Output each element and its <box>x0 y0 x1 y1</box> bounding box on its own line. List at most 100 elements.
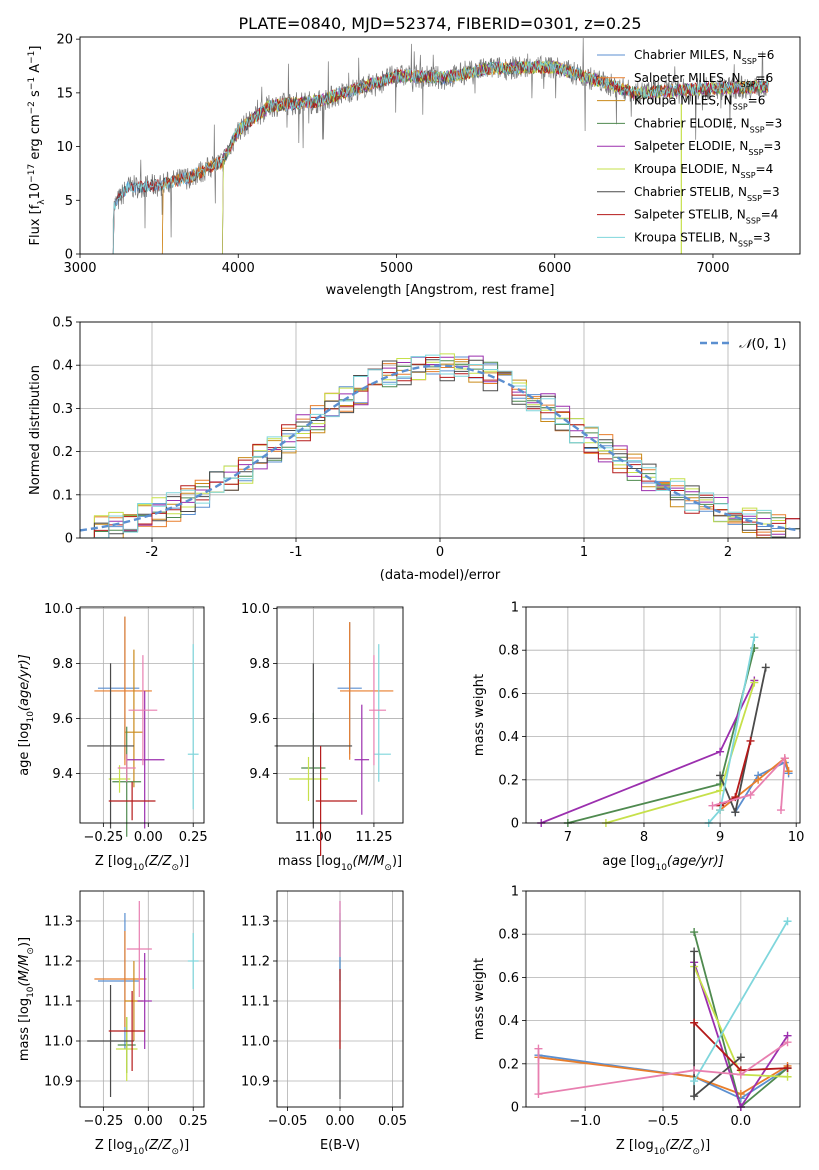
legend-name: Chabrier STELIB, N <box>634 185 747 199</box>
legend-entry: 𝒩(0, 1) <box>739 337 786 352</box>
x-tick-label: −0.25 <box>83 1114 123 1129</box>
weight-marker <box>534 1090 543 1099</box>
x-axis-label-part: (M/M <box>353 854 385 869</box>
y-tick-label: 15 <box>56 86 73 101</box>
y-axis-label-part: −2 <box>27 101 37 114</box>
x-tick-label: 1 <box>580 545 588 560</box>
x-axis-label-part: 10 <box>655 863 667 873</box>
y-tick-label: 0.6 <box>498 687 519 702</box>
legend-name: Salpeter ELODIE, N <box>634 139 748 153</box>
x-axis-label-part: )] <box>179 854 189 869</box>
y-axis-label: Normed distribution <box>28 365 43 495</box>
x-tick-label: 10 <box>788 830 805 845</box>
y-axis-label-part: (age/yr)] <box>17 654 32 711</box>
weight-series-line <box>567 647 756 823</box>
y-tick-label: 0 <box>65 248 73 263</box>
y-tick-label: 10.0 <box>241 602 270 617</box>
x-axis-label-part: (Z/Z <box>144 854 172 869</box>
legend-entry: Chabrier ELODIE, NSSP=3 <box>634 116 782 133</box>
y-tick-label: 0.8 <box>498 644 519 659</box>
x-tick-label: 5000 <box>380 261 413 276</box>
legend-entry: Kroupa STELIB, NSSP=3 <box>634 230 771 248</box>
y-tick-label: 0 <box>511 1101 519 1116</box>
y-tick-label: 0.4 <box>52 359 73 374</box>
legend-suffix: =3 <box>762 185 780 199</box>
axes-frame <box>79 321 801 539</box>
x-tick-label: 11.25 <box>355 830 392 845</box>
legend-suffix: =4 <box>756 162 774 176</box>
model-spectrum-line <box>112 60 769 254</box>
x-tick-label: 6000 <box>538 261 571 276</box>
x-tick-label: -2 <box>146 545 159 560</box>
y-tick-label: 5 <box>65 194 73 209</box>
y-tick-label: 0.2 <box>52 445 73 460</box>
legend-name: Kroupa ELODIE, N <box>634 162 741 176</box>
weight-marker <box>783 1038 792 1047</box>
x-axis-label-part: (Z/Z <box>665 1138 693 1153</box>
axes-frame <box>79 890 205 1108</box>
y-tick-label: 0.5 <box>52 316 73 331</box>
weight-series-line <box>538 1054 788 1100</box>
legend-entry: Kroupa ELODIE, NSSP=4 <box>634 162 773 180</box>
x-tick-label: 7000 <box>696 261 729 276</box>
weight-marker <box>690 1018 699 1027</box>
legend-suffix: =6 <box>756 71 774 85</box>
x-axis-label-part: )] <box>179 1138 189 1153</box>
legend-suffix: =3 <box>763 139 781 153</box>
legend-suffix: =3 <box>765 116 783 130</box>
age-vs-Z-panel: −0.25 0.00 0.259.49.69.810.0Z [log10(Z/Z⊙)… <box>17 602 208 873</box>
legend-sub: SSP <box>742 57 757 66</box>
axes-frame <box>276 890 404 1108</box>
legend-name: Salpeter MILES, N <box>634 71 741 85</box>
weight-marker <box>690 1077 699 1086</box>
weight-marker <box>783 1072 792 1081</box>
x-axis-label: Z [log10(Z/Z⊙)] <box>616 1138 710 1157</box>
y-tick-label: 9.8 <box>52 657 73 672</box>
legend-suffix: =6 <box>757 48 775 62</box>
x-axis-label-part: )] <box>700 1138 710 1153</box>
weight-marker <box>750 633 759 642</box>
x-axis-label-part: ⊙ <box>171 1147 179 1157</box>
y-axis-label: mass weight <box>472 674 487 756</box>
x-axis-label: (data-model)/error <box>380 568 501 583</box>
weight-series-line <box>693 931 789 1107</box>
y-tick-label: 9.6 <box>52 712 73 727</box>
y-axis-label-part: λ <box>37 199 47 205</box>
residuals-panel: -2 -1 0 1 2 0 0.1 0.2 0.3 0.4 0.5 (data-model)/erro… <box>28 316 801 583</box>
y-axis-label-part: Flux [f <box>28 204 43 245</box>
x-tick-label: 4000 <box>222 261 255 276</box>
weight-marker <box>761 663 770 672</box>
y-axis-label-part: ] <box>28 46 43 51</box>
y-axis-label-part: 10 <box>28 183 43 200</box>
x-axis-label-part: ⊙ <box>692 1147 700 1157</box>
axes-frame <box>525 606 801 824</box>
legend-entry: Chabrier STELIB, NSSP=3 <box>634 185 780 203</box>
y-tick-label: 0.4 <box>498 1014 519 1029</box>
weight-marker <box>780 754 789 763</box>
x-axis-label: Z [log10(Z/Z⊙)] <box>95 1138 189 1157</box>
legend-sub: SSP <box>741 79 756 88</box>
y-tick-label: 0.8 <box>498 928 519 943</box>
y-tick-label: 1 <box>511 885 519 900</box>
x-axis-label-part: ⊙ <box>384 863 392 873</box>
axes-frame <box>79 36 801 255</box>
y-tick-label: 9.6 <box>249 712 270 727</box>
legend-suffix: =6 <box>748 94 766 108</box>
y-tick-label: 10.9 <box>241 1075 270 1090</box>
axes-frame <box>79 606 205 824</box>
x-axis-label-part: Z [log <box>95 854 133 869</box>
x-axis-label-part: (age/yr)] <box>667 854 724 869</box>
legend-entry: Chabrier MILES, NSSP=6 <box>634 48 774 66</box>
y-axis-label-part: −1 <box>27 51 37 64</box>
x-axis-label: Z [log10(Z/Z⊙)] <box>95 854 189 873</box>
x-tick-label: 0.05 <box>378 1114 407 1129</box>
y-tick-label: 10 <box>56 140 73 155</box>
weight-marker <box>716 771 725 780</box>
legend-name: Kroupa MILES, N <box>634 94 733 108</box>
y-axis-label-part: age [log <box>17 723 32 776</box>
x-axis-label-part: 10 <box>133 1147 145 1157</box>
legend-sub: SSP <box>746 216 761 225</box>
y-axis-label-part: (M/M <box>17 955 32 987</box>
legend-sub: SSP <box>741 171 756 180</box>
